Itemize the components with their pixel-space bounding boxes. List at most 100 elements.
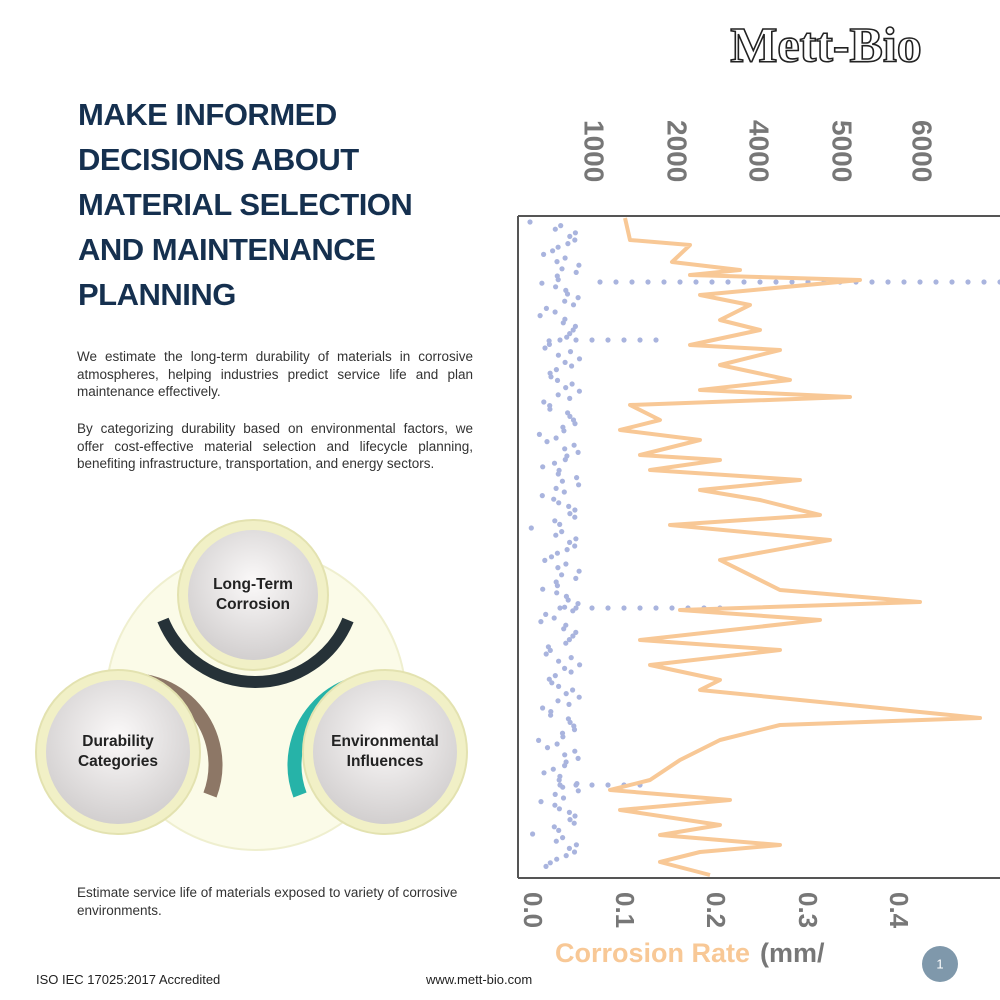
dot (653, 337, 659, 343)
axis-label: Corrosion Rate (mm/ (555, 938, 825, 968)
dot (551, 496, 557, 502)
dot (564, 547, 570, 553)
dot (562, 298, 568, 304)
dot (597, 279, 603, 285)
dot (574, 475, 580, 481)
dot (554, 550, 561, 556)
dot (551, 460, 558, 466)
dot (677, 279, 683, 285)
dot (575, 788, 581, 794)
dot (548, 712, 554, 718)
node (46, 680, 190, 824)
dot (553, 532, 559, 538)
dot (547, 406, 553, 412)
dot (577, 662, 583, 668)
dot (542, 345, 548, 351)
dot (571, 727, 578, 733)
bottom-tick-label: 0.4 (884, 892, 914, 929)
axis-label-highlight: Corrosion Rate (555, 938, 750, 968)
dot (575, 755, 581, 762)
node-label: Environmental (331, 733, 439, 750)
dot (566, 637, 573, 643)
dot (560, 320, 566, 326)
dot (555, 565, 561, 571)
dot (541, 399, 547, 405)
dot (554, 741, 560, 747)
dot (573, 605, 579, 611)
dot (637, 337, 643, 343)
dot (571, 849, 578, 855)
dot (557, 782, 563, 788)
dot (572, 507, 578, 513)
dot (555, 352, 562, 358)
top-tick-label: 5000 (827, 120, 858, 182)
dot (741, 279, 747, 285)
title: MAKE INFORMED DECISIONS ABOUT MATERIAL SEL… (78, 92, 413, 317)
dot (567, 719, 573, 726)
dot (949, 279, 955, 285)
dot (573, 782, 579, 788)
dot (562, 446, 568, 452)
dot (653, 605, 659, 611)
dot (547, 647, 553, 654)
dot (559, 572, 565, 578)
dot (556, 777, 562, 783)
dot (709, 279, 715, 285)
dot (561, 428, 567, 434)
dot (536, 431, 543, 437)
dot (576, 388, 583, 394)
dot (563, 561, 569, 567)
dot (555, 277, 561, 283)
dot (546, 341, 553, 347)
dot (540, 705, 546, 711)
dot (613, 279, 619, 285)
dot (539, 493, 545, 499)
dot (562, 752, 568, 758)
dot (555, 244, 561, 250)
dot (917, 279, 923, 285)
dot (693, 279, 699, 285)
logo: Mett-Bio (730, 16, 922, 72)
dot (540, 464, 546, 470)
node-label: Durability (82, 733, 154, 750)
dot (556, 827, 562, 834)
dot (539, 280, 545, 286)
dot (569, 381, 575, 387)
dot (869, 279, 875, 285)
dot (541, 251, 547, 257)
node-label: Influences (347, 753, 424, 770)
dot (548, 554, 555, 560)
dot (553, 284, 559, 290)
dot (563, 385, 569, 391)
curve (608, 217, 982, 877)
dot (527, 219, 533, 225)
title-line: PLANNING (78, 277, 236, 312)
dot (538, 799, 544, 805)
dot (661, 279, 667, 285)
dot (725, 279, 731, 285)
dot (554, 583, 561, 589)
dot (568, 669, 574, 675)
dot (543, 611, 549, 618)
page-number: 1 (936, 956, 943, 971)
dot (575, 295, 581, 301)
dot (562, 255, 568, 261)
arc-dark (157, 617, 354, 688)
dot (543, 305, 550, 311)
dot (548, 374, 554, 380)
dot (559, 266, 565, 272)
dot (564, 334, 570, 340)
dot (554, 590, 560, 596)
dot (621, 337, 627, 343)
dot (561, 489, 567, 495)
dot (965, 279, 971, 285)
dot (554, 259, 560, 265)
dot (570, 327, 576, 333)
top-tick-label: 4000 (744, 120, 775, 182)
dot (552, 518, 558, 524)
dot (560, 795, 567, 801)
title-line: MATERIAL SELECTION (78, 187, 413, 222)
dot (605, 782, 611, 788)
dot (552, 226, 558, 232)
